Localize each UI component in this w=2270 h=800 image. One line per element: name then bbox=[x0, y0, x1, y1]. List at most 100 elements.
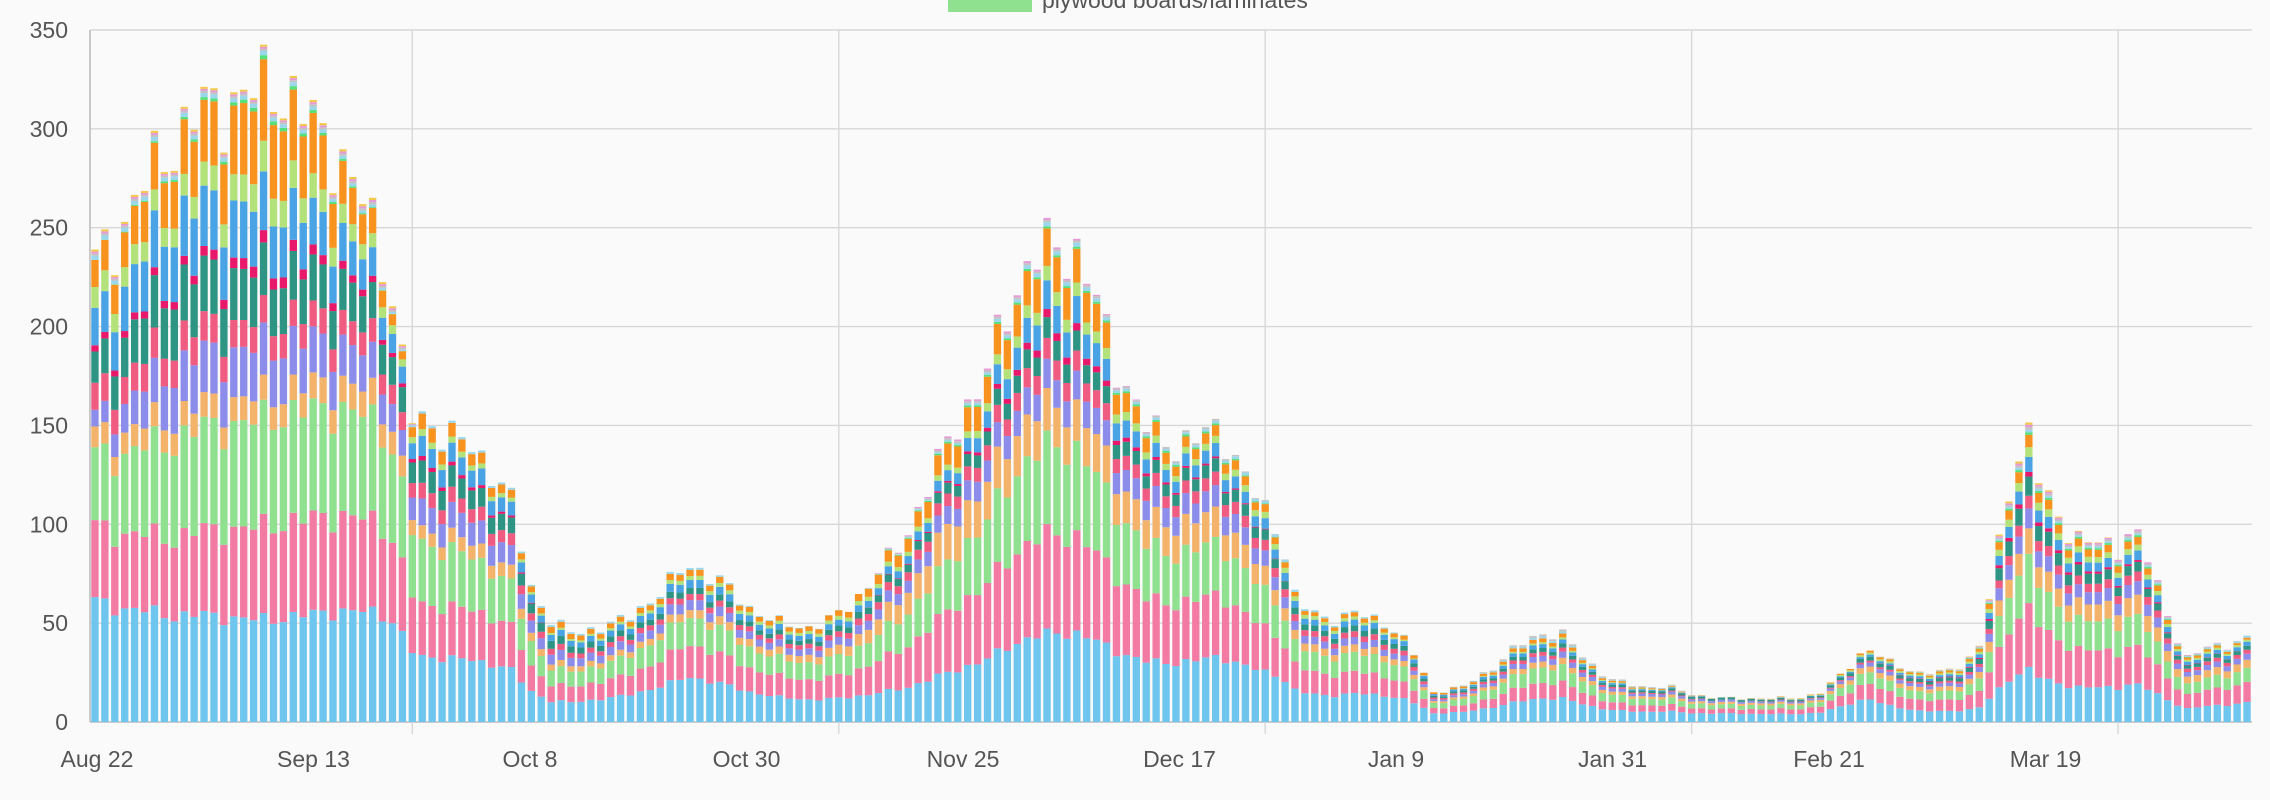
bar-segment bbox=[1311, 616, 1319, 620]
bar-segment bbox=[101, 331, 109, 339]
bar-segment bbox=[1132, 478, 1140, 500]
bar-segment bbox=[1370, 672, 1378, 694]
bar-segment bbox=[2025, 429, 2033, 433]
bar-segment bbox=[835, 619, 843, 626]
bar-segment bbox=[884, 548, 893, 550]
bar-segment bbox=[1301, 693, 1309, 722]
bar-segment bbox=[299, 198, 307, 223]
bar-segment bbox=[240, 89, 248, 92]
bar-segment bbox=[1083, 290, 1091, 293]
bar-segment bbox=[378, 287, 387, 291]
bar-segment bbox=[220, 449, 228, 545]
bar-segment bbox=[1132, 399, 1140, 401]
bar-segment bbox=[170, 180, 178, 182]
bar-segment bbox=[577, 640, 585, 643]
bar-segment bbox=[1499, 693, 1507, 705]
bar-segment bbox=[825, 640, 833, 648]
bar-segment bbox=[1142, 601, 1150, 663]
bar-segment bbox=[1430, 695, 1438, 698]
bar-segment bbox=[1400, 641, 1408, 646]
bar-segment bbox=[904, 551, 912, 557]
bar-segment bbox=[190, 365, 198, 414]
bar-segment bbox=[983, 368, 992, 371]
bar-segment bbox=[1132, 588, 1140, 657]
bar-segment bbox=[190, 535, 198, 617]
bar-segment bbox=[2005, 541, 2013, 557]
bar-segment bbox=[1410, 674, 1418, 680]
bar-segment bbox=[1271, 590, 1279, 606]
bar-segment bbox=[2015, 508, 2023, 526]
y-tick-label: 100 bbox=[30, 511, 68, 537]
bar bbox=[835, 609, 843, 722]
bar-segment bbox=[815, 636, 823, 642]
bar-segment bbox=[319, 610, 327, 722]
bar-segment bbox=[1866, 654, 1874, 657]
bar-segment bbox=[2094, 544, 2102, 547]
bar-segment bbox=[1559, 637, 1567, 640]
bar-segment bbox=[914, 559, 922, 574]
bar-segment bbox=[2054, 565, 2063, 575]
bar-segment bbox=[2104, 685, 2112, 722]
bar-segment bbox=[726, 613, 734, 623]
bar-segment bbox=[1330, 661, 1339, 678]
bar-segment bbox=[1192, 491, 1200, 504]
bar bbox=[954, 439, 962, 722]
bar-segment bbox=[1489, 671, 1497, 673]
bar-segment bbox=[1192, 601, 1200, 662]
bar-segment bbox=[140, 196, 149, 201]
bar-segment bbox=[517, 594, 526, 609]
bar-segment bbox=[2025, 456, 2033, 472]
bar bbox=[368, 197, 377, 722]
bar-segment bbox=[1251, 563, 1259, 584]
bar-segment bbox=[269, 623, 278, 722]
bar-segment bbox=[507, 517, 516, 534]
bar-segment bbox=[785, 639, 793, 644]
bar-segment bbox=[309, 244, 317, 255]
bar-segment bbox=[567, 666, 575, 672]
bar bbox=[716, 575, 724, 722]
bar-segment bbox=[1856, 699, 1864, 722]
bar-segment bbox=[1926, 680, 1934, 682]
bar-segment bbox=[2124, 539, 2132, 542]
bar-segment bbox=[448, 542, 456, 602]
bar bbox=[537, 606, 545, 722]
bar-segment bbox=[894, 690, 902, 722]
bar-segment bbox=[2114, 572, 2122, 578]
bar-segment bbox=[1826, 684, 1835, 686]
bar-segment bbox=[1588, 671, 1597, 675]
bar-segment bbox=[1301, 624, 1309, 631]
bar-segment bbox=[1092, 366, 1101, 373]
bar-segment bbox=[1281, 589, 1289, 598]
bar-segment bbox=[1529, 657, 1537, 663]
bar-segment bbox=[1856, 664, 1864, 669]
bar-segment bbox=[2025, 666, 2033, 722]
bar-segment bbox=[1628, 686, 1636, 688]
bar-segment bbox=[1707, 709, 1716, 714]
bar-segment bbox=[1469, 684, 1478, 687]
bar-segment bbox=[408, 462, 416, 484]
bar-segment bbox=[1469, 703, 1478, 711]
bar-segment bbox=[825, 656, 833, 676]
bar-segment bbox=[249, 107, 258, 112]
bar-segment bbox=[1479, 690, 1488, 700]
bar-segment bbox=[894, 553, 902, 555]
bar-segment bbox=[765, 620, 774, 626]
bar-segment bbox=[1350, 644, 1359, 652]
bar-segment bbox=[2124, 598, 2132, 617]
bar-segment bbox=[1618, 691, 1626, 695]
bar-segment bbox=[1658, 691, 1666, 694]
bar-segment bbox=[388, 308, 397, 311]
bar-segment bbox=[1053, 333, 1061, 341]
bar-segment bbox=[636, 641, 645, 649]
bar-segment bbox=[2035, 567, 2043, 588]
bar-segment bbox=[1469, 690, 1478, 694]
bar-segment bbox=[190, 131, 198, 134]
bar-segment bbox=[2223, 650, 2231, 652]
bar-segment bbox=[1787, 703, 1795, 706]
bar bbox=[140, 191, 149, 722]
bar-segment bbox=[2064, 543, 2073, 544]
bar-segment bbox=[438, 487, 446, 491]
bar-segment bbox=[1192, 443, 1200, 446]
bar-segment bbox=[1311, 631, 1319, 637]
bar-segment bbox=[240, 103, 248, 175]
